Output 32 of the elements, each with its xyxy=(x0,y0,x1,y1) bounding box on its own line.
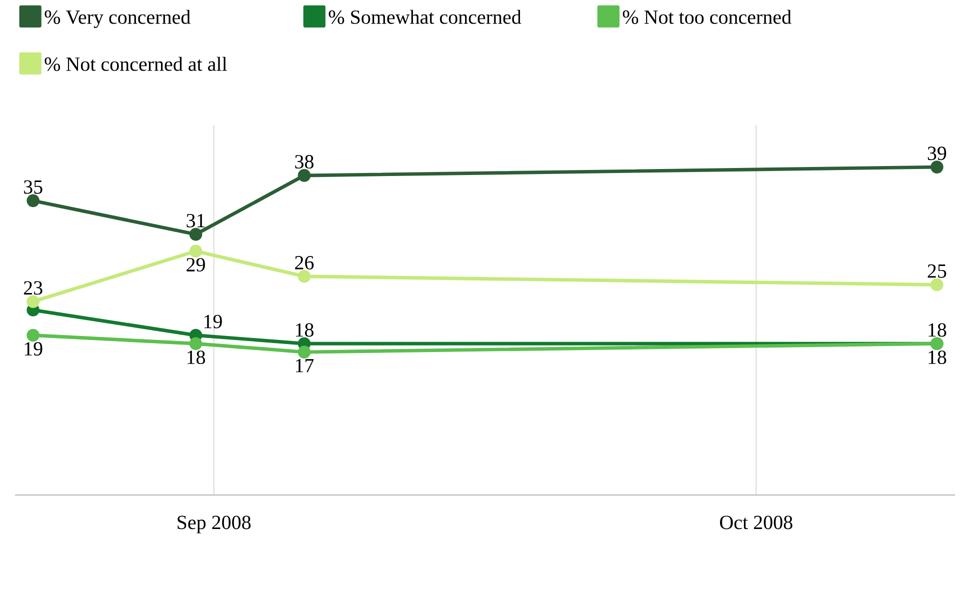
data-label: 18 xyxy=(296,323,314,337)
x-tick-label: Oct 2008 xyxy=(720,516,792,530)
legend-label: % Not too concerned xyxy=(622,10,792,24)
legend-label: % Very concerned xyxy=(44,10,190,28)
data-label: 26 xyxy=(295,256,314,270)
point xyxy=(298,346,311,358)
data-label: 31 xyxy=(186,214,205,228)
data-label: 18 xyxy=(928,323,946,337)
legend-label: % Not concerned at all xyxy=(44,56,227,72)
data-label: 39 xyxy=(928,146,946,160)
data-label: 19 xyxy=(204,314,222,328)
legend-label: % Somewhat concerned xyxy=(328,10,522,24)
point xyxy=(26,328,40,342)
point xyxy=(26,194,40,208)
data-label: 19 xyxy=(24,342,42,356)
data-label: 18 xyxy=(188,350,206,364)
x-tick-label: Sep 2008 xyxy=(178,516,251,534)
point xyxy=(930,160,944,174)
point xyxy=(189,244,202,258)
data-label: 23 xyxy=(24,281,42,295)
data-label: 18 xyxy=(928,350,946,364)
data-label: 17 xyxy=(296,358,314,372)
point xyxy=(26,295,40,308)
point xyxy=(298,270,311,283)
point xyxy=(189,228,202,241)
data-label: 25 xyxy=(928,264,946,278)
point xyxy=(930,278,944,292)
point xyxy=(298,169,311,182)
data-label: 29 xyxy=(186,258,205,272)
data-label: 38 xyxy=(295,155,314,169)
data-label: 35 xyxy=(24,180,42,194)
point xyxy=(189,337,202,350)
